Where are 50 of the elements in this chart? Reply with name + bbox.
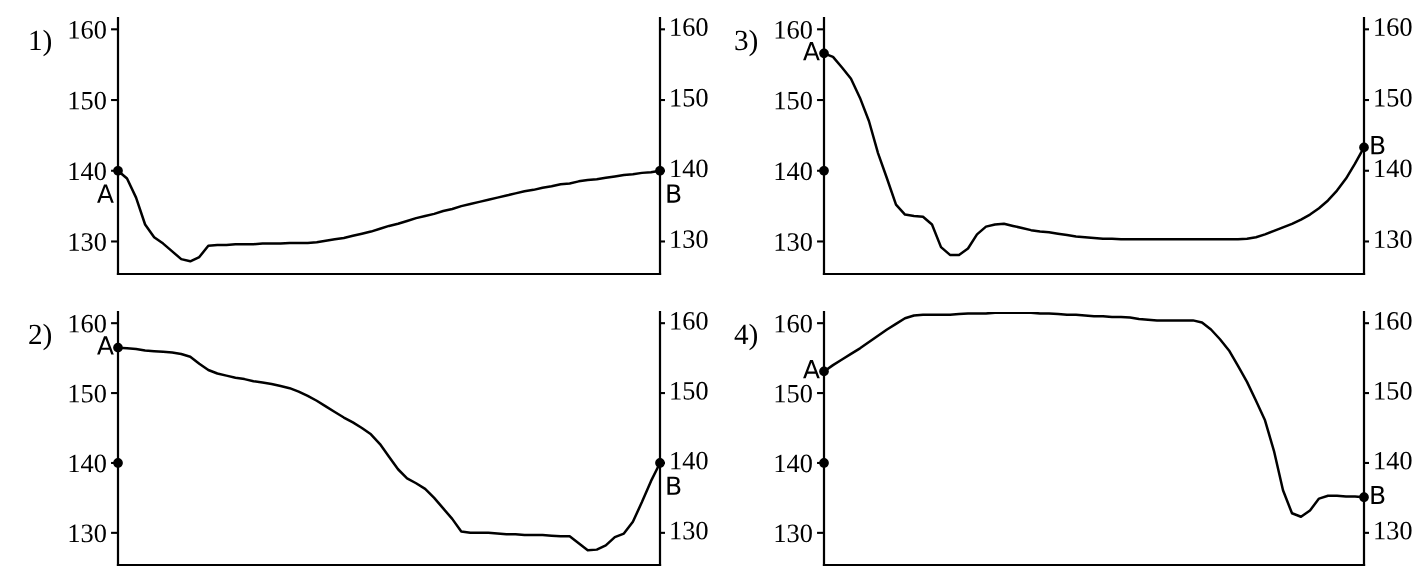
y2-tick-label: 130 (671, 230, 708, 249)
text: A (97, 336, 114, 355)
y-tick-label: 130 (775, 233, 812, 251)
text: B (667, 476, 681, 495)
text: A (803, 360, 820, 379)
y2-tick-label: 130 (671, 521, 708, 540)
y-tick-label: 150 (69, 91, 106, 110)
text: A (97, 184, 114, 203)
chart-title: 2) (29, 323, 52, 351)
y-tick-label: 140 (69, 454, 106, 473)
y-tick-label: 140 (775, 454, 812, 473)
text: A (803, 42, 820, 61)
point (1359, 142, 1369, 153)
y-tick-label: 130 (69, 233, 106, 251)
chart-title: 3) (735, 29, 758, 57)
y-tick-label: 130 (775, 524, 812, 543)
y2-tick-label: 140 (1375, 451, 1412, 470)
y-tick-label: 160 (775, 314, 812, 333)
point (819, 366, 829, 377)
text: B (667, 184, 681, 203)
chart-title: 4) (734, 323, 758, 351)
point (1359, 492, 1369, 503)
y-tick-label: 130 (69, 524, 106, 543)
y2-tick-label: 160 (671, 311, 708, 330)
y2-tick-label: 130 (1375, 230, 1412, 249)
text: B (1371, 136, 1385, 155)
y-tick-label: 150 (69, 384, 106, 403)
chart-title: 1) (30, 29, 52, 57)
y2-tick-label: 150 (671, 88, 708, 107)
point (819, 48, 829, 59)
point (819, 165, 829, 176)
y2-tick-label: 160 (1375, 311, 1412, 330)
point (819, 458, 829, 468)
y2-tick-label: 160 (1375, 18, 1412, 36)
y-tick-label: 160 (69, 314, 106, 333)
y2-tick-label: 160 (671, 18, 708, 36)
y2-tick-label: 150 (1375, 381, 1412, 400)
y-tick-label: 160 (69, 20, 106, 39)
text: B (1371, 485, 1385, 505)
y2-tick-label: 140 (671, 451, 708, 470)
y2-tick-label: 150 (671, 381, 708, 400)
y2-tick-label: 140 (671, 159, 708, 178)
y2-tick-label: 130 (1375, 521, 1412, 540)
y-tick-label: 150 (775, 91, 812, 110)
y-tick-label: 140 (69, 162, 106, 181)
y-tick-label: 150 (775, 384, 812, 403)
y-tick-label: 160 (775, 20, 812, 39)
y-tick-label: 140 (775, 162, 812, 181)
y2-tick-label: 140 (1375, 159, 1412, 178)
y2-tick-label: 150 (1375, 88, 1412, 107)
